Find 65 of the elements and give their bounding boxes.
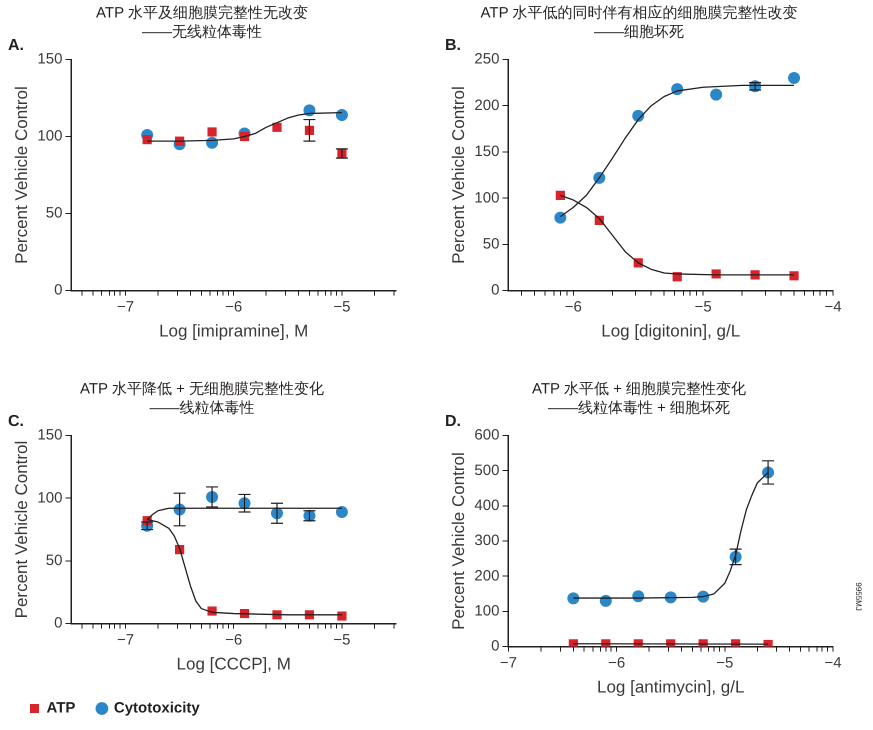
y-tick-label: 100 [474, 189, 500, 206]
x-tick-label: −6 [225, 298, 242, 316]
text: B. [445, 36, 461, 54]
x-axis-title: Log [imipramine], M [159, 321, 308, 340]
y-tick-label: 300 [474, 532, 500, 550]
x-tick-label: −7 [500, 654, 517, 672]
y-axis-title: Percent Vehicle Control [12, 440, 31, 618]
x-tick-label: −7 [116, 632, 134, 649]
y-tick-label: 0 [491, 638, 500, 655]
x-axis-title: Log [digitonin], g/L [601, 321, 740, 340]
x-tick-label: −6 [225, 632, 242, 649]
y-tick-label: 100 [37, 128, 62, 145]
y-tick-label: 0 [491, 282, 500, 299]
text: A. [8, 36, 24, 54]
point [336, 506, 348, 518]
y-tick-label: 50 [46, 204, 62, 222]
legend-label: ATP [46, 700, 76, 717]
x-tick-label: −6 [608, 654, 626, 672]
y-tick-label: 0 [54, 614, 62, 632]
y-tick-label: 200 [474, 96, 500, 114]
y-axis-title: Percent Vehicle Control [448, 86, 468, 264]
y-tick-label: 600 [474, 426, 500, 444]
x-tick-label: −5 [333, 632, 350, 649]
chart-title: ATP 水平低的同时伴有相应的细胞膜完整性改变 ——细胞坏死 [480, 4, 798, 40]
chart-title: ATP 水平降低 + 无细胞膜完整性变化 ——线粒体毒性 [80, 380, 324, 416]
point [142, 135, 152, 144]
point [272, 122, 282, 132]
x-tick-label: −6 [564, 298, 582, 316]
chart-title: ATP 水平低 + 细胞膜完整性变化 ——线粒体毒性 + 细胞坏死 [532, 380, 746, 416]
text: 9955MJ [854, 582, 863, 611]
point [600, 594, 612, 607]
text: C. [8, 412, 24, 430]
point [789, 271, 799, 280]
point [710, 88, 722, 101]
x-tick-label: −4 [824, 298, 842, 316]
y-tick-label: 0 [54, 282, 62, 299]
point [788, 72, 800, 84]
y-axis-title: Percent Vehicle Control [12, 86, 31, 264]
x-axis-title: Log [CCCP], M [176, 654, 291, 674]
y-tick-label: 150 [474, 143, 500, 160]
x-axis-title: Log [antimycin], g/L [597, 677, 744, 696]
y-tick-label: 100 [474, 602, 500, 620]
x-tick-label: −7 [116, 298, 134, 316]
point [207, 127, 217, 137]
point [554, 212, 566, 224]
point [336, 108, 348, 121]
x-tick-label: −5 [694, 298, 712, 316]
chart-title: ATP 水平及细胞膜完整性无改变 ——无线粒体毒性 [96, 4, 308, 40]
x-tick-label: −5 [333, 298, 350, 316]
point [568, 639, 578, 647]
y-tick-label: 50 [482, 236, 500, 253]
y-tick-label: 400 [474, 497, 500, 514]
x-tick-label: −4 [824, 654, 842, 672]
x-tick-label: −5 [716, 654, 734, 672]
legend-label: Cytotoxicity [114, 700, 200, 717]
y-tick-label: 50 [46, 552, 62, 570]
y-tick-label: 150 [37, 50, 62, 68]
text: D. [445, 412, 461, 430]
y-tick-label: 100 [37, 489, 62, 506]
point [567, 592, 580, 604]
y-tick-label: 150 [37, 426, 62, 444]
y-tick-label: 250 [474, 50, 500, 68]
y-tick-label: 500 [474, 462, 500, 479]
y-axis-title: Percent Vehicle Control [448, 452, 468, 630]
y-tick-label: 200 [474, 567, 500, 584]
